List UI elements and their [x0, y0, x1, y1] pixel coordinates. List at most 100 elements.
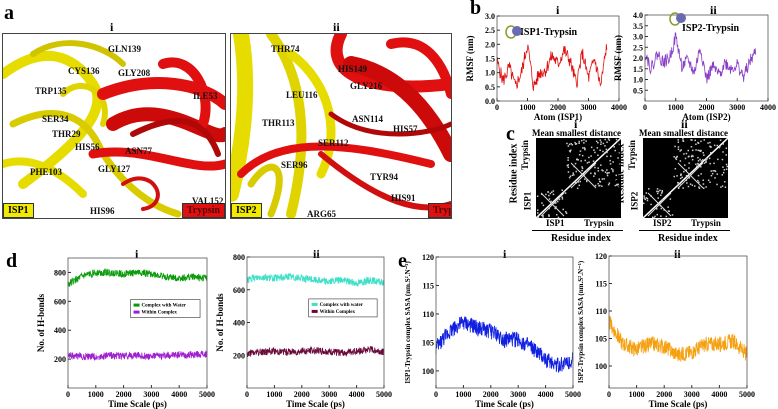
x-tick-label: 1000 — [266, 390, 282, 399]
y-tick-label: 0.5 — [485, 83, 495, 92]
x-tick-label: 4000 — [611, 103, 627, 112]
y-tick-label: 2.5 — [633, 43, 643, 52]
y-axis-title: Residue index — [615, 143, 627, 204]
residue-label: TYR94 — [370, 172, 399, 182]
series-line-0 — [67, 268, 208, 287]
y-axis-title: ISP2-Trypsin complex SASA (nm.S².N⁻¹) — [577, 260, 585, 383]
panel-a-i-label: i — [110, 20, 114, 34]
x-tick-label: 4000 — [711, 390, 727, 399]
residue-label: HIS57 — [393, 124, 418, 134]
isp2-tag: ISP2 — [231, 203, 262, 218]
x-tick-label: 3000 — [684, 390, 700, 399]
residue-label: ARG65 — [307, 209, 336, 219]
y-tick-label: 600 — [233, 286, 245, 295]
x-tick-label: 1000 — [629, 390, 645, 399]
residue-label: GLN139 — [108, 44, 142, 54]
legend-entry: Within Complex — [142, 311, 178, 316]
x-axis-title: Time Scale (ps) — [108, 399, 167, 409]
panel-e-i-label: i — [503, 247, 507, 261]
y-segment-1: ISP2 — [629, 191, 640, 211]
x-axis-title: Residue index — [551, 233, 611, 244]
y-tick-label: 800 — [233, 253, 245, 262]
residue-label: HIS91 — [391, 193, 416, 203]
y-tick-label: 2.5 — [485, 26, 495, 35]
panel-b-ii-label: ii — [710, 3, 717, 17]
legend-swatch — [133, 303, 140, 307]
y-tick-label: 200 — [54, 355, 66, 364]
legend-swatch — [133, 310, 140, 314]
residue-label: SER96 — [281, 160, 308, 170]
y-tick-label: 100 — [422, 367, 434, 376]
contact-map-i — [535, 137, 623, 219]
y-tick-label: 200 — [233, 351, 245, 360]
panel-a-ii-label: ii — [333, 20, 340, 34]
x-tick-label: 5000 — [376, 390, 392, 399]
panel-e-ii-label: ii — [674, 247, 681, 261]
isp1-tag: ISP1 — [3, 203, 34, 218]
panel-d-label: d — [6, 250, 18, 272]
y-tick-label: 3.0 — [485, 12, 495, 21]
residue-label: VAL152 — [192, 196, 224, 206]
x-segment-1: ISP2 — [653, 218, 672, 228]
series-line-0 — [496, 44, 608, 91]
y-axis-title: Residue index — [508, 143, 520, 204]
y-tick-label: 2.0 — [633, 54, 643, 63]
y-tick-label: 1.0 — [485, 69, 495, 78]
y-tick-label: 120 — [595, 252, 607, 261]
x-tick-label: 1000 — [668, 103, 684, 112]
y-axis-title: RMSF (nm) — [465, 36, 475, 82]
y-tick-label: 100 — [595, 362, 607, 371]
chart-e-i: 0 1000 2000 3000 4000 5000 100 105 110 115 120 Time… — [404, 253, 581, 409]
x-tick-label: 3000 — [581, 103, 597, 112]
y-tick-label: 600 — [54, 297, 66, 306]
inset-label-isp2-trypsin: ISP2-Trypsin — [682, 23, 740, 34]
y-tick-label: 400 — [233, 319, 245, 328]
y-tick-label: 3.5 — [633, 22, 643, 31]
protein-inset-icon — [669, 12, 686, 26]
x-tick-label: 0 — [66, 390, 70, 399]
x-tick-label: 2000 — [294, 390, 310, 399]
x-tick-label: 1000 — [88, 390, 104, 399]
chart-d-ii: 0 1000 2000 3000 4000 5000 200 400 600 800 Time Sc… — [215, 253, 392, 409]
residue-label: TRP135 — [35, 86, 67, 96]
y-tick-label: 1.5 — [633, 65, 643, 74]
heatmap-title: Mean smallest distance — [639, 128, 728, 138]
legend-swatch — [311, 309, 318, 313]
panel-b-label: b — [470, 0, 482, 19]
chart-b-ii: 0 1000 2000 3000 4000 0.51.0 1.5 2.0 2.53.0 3.5 4.… — [613, 11, 776, 122]
heatmap-i-label: i — [574, 117, 578, 131]
contact-map-ii — [642, 137, 729, 220]
x-tick-label: 2000 — [483, 390, 499, 399]
y-tick-label: 800 — [54, 268, 66, 277]
chart-e-ii: 0 1000 2000 3000 4000 5000 100 105 110 115 120 Time… — [577, 252, 755, 409]
y-tick-label: 115 — [422, 281, 434, 290]
panel-b-i-label: i — [556, 3, 560, 17]
residue-label: CYS136 — [68, 66, 100, 76]
series-line-0 — [608, 315, 748, 362]
x-tick-label: 2000 — [699, 103, 715, 112]
legend: Complex with Water Within Complex — [130, 299, 201, 318]
y-segment-2: Trypsin — [626, 140, 637, 170]
y-tick-label: 115 — [595, 280, 607, 289]
y-tick-label: 105 — [422, 338, 434, 347]
x-tick-label: 3000 — [143, 390, 159, 399]
residue-label: HIS96 — [90, 206, 115, 216]
y-tick-label: 1.0 — [633, 76, 643, 85]
x-tick-label: 0 — [434, 390, 438, 399]
y-tick-label: 0.0 — [485, 97, 495, 106]
residue-label: ASN77 — [125, 146, 153, 156]
series-line-0 — [644, 32, 757, 84]
series-line-1 — [67, 350, 208, 361]
legend-swatch — [311, 302, 318, 306]
y-axis-title: No. of H-bonds — [215, 293, 225, 352]
residue-label: GLY208 — [118, 68, 151, 78]
legend-entry: Complex with water — [320, 303, 364, 308]
x-tick-label: 3000 — [510, 390, 526, 399]
panel-c-label: c — [506, 123, 515, 145]
residue-label: SER34 — [42, 114, 69, 124]
y-tick-label: 4.0 — [633, 11, 643, 20]
structure-isp1-trypsin: ISP1 Trypsin — [2, 33, 226, 219]
x-axis-arrow — [639, 230, 730, 231]
legend-entry: Complex with Water — [142, 304, 187, 309]
